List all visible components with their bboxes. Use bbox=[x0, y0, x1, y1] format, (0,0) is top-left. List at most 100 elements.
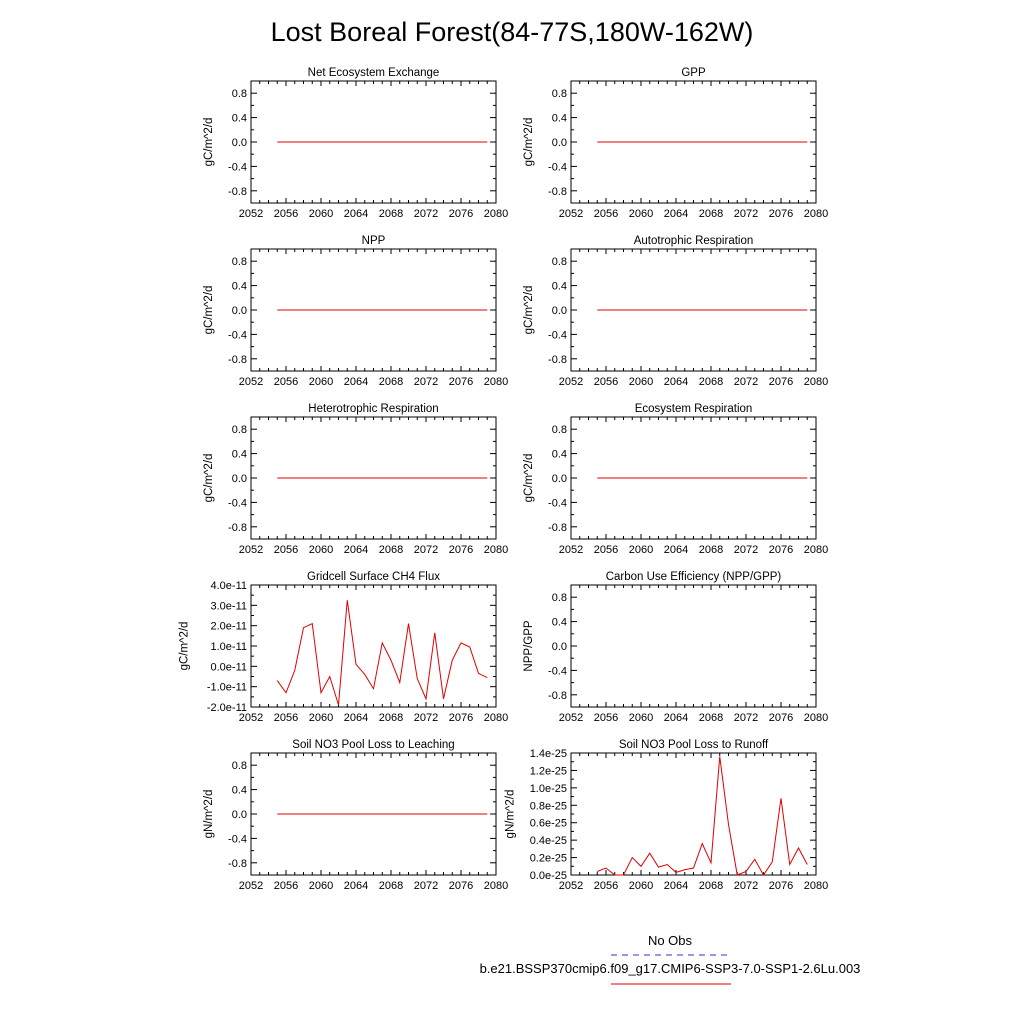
y-tick-label: 0.8 bbox=[232, 424, 247, 436]
x-tick-label: 2076 bbox=[769, 880, 793, 892]
x-tick-label: 2064 bbox=[664, 544, 688, 556]
y-tick-label: 0.0 bbox=[232, 137, 247, 149]
panel-net-ecosystem-exchange: Net Ecosystem Exchange 2052 2056 2060 2064 20… bbox=[203, 67, 508, 220]
x-tick-label: 2056 bbox=[594, 376, 618, 388]
x-tick-label: 2076 bbox=[449, 376, 473, 388]
x-tick-label: 2072 bbox=[734, 376, 758, 388]
y-tick-label: -0.8 bbox=[548, 354, 567, 366]
panel-ecosystem-respiration: Ecosystem Respiration 2052 2056 2060 2064 206… bbox=[523, 403, 828, 556]
y-tick-label: 0.0 bbox=[552, 137, 567, 149]
y-axis-label: NPP/GPP bbox=[523, 620, 535, 671]
x-tick-label: 2072 bbox=[414, 712, 438, 724]
y-tick-label: 0.0 bbox=[552, 641, 567, 653]
x-tick-label: 2064 bbox=[344, 376, 368, 388]
x-tick-label: 2068 bbox=[379, 880, 403, 892]
y-tick-label: -0.4 bbox=[228, 329, 247, 341]
x-tick-label: 2068 bbox=[699, 712, 723, 724]
y-tick-label: 0.0 bbox=[552, 305, 567, 317]
panels-group: Net Ecosystem Exchange 2052 2056 2060 2064 20… bbox=[178, 67, 828, 892]
x-tick-label: 2076 bbox=[769, 208, 793, 220]
y-tick-label: -0.4 bbox=[548, 161, 567, 173]
x-tick-label: 2064 bbox=[664, 712, 688, 724]
x-tick-label: 2052 bbox=[239, 712, 263, 724]
x-tick-label: 2068 bbox=[699, 544, 723, 556]
x-tick-label: 2080 bbox=[804, 376, 828, 388]
x-tick-label: 2072 bbox=[414, 208, 438, 220]
y-tick-label: 0.8 bbox=[232, 760, 247, 772]
panel-title: Soil NO3 Pool Loss to Runoff bbox=[619, 739, 769, 751]
panel-title: GPP bbox=[681, 67, 706, 79]
y-tick-label: 0.4 bbox=[232, 113, 247, 125]
y-axis-label: gN/m^2/d bbox=[505, 790, 517, 839]
x-tick-label: 2080 bbox=[804, 208, 828, 220]
y-axis-label: gC/m^2/d bbox=[203, 286, 215, 335]
y-tick-label: 0.8 bbox=[552, 592, 567, 604]
x-tick-label: 2068 bbox=[379, 544, 403, 556]
x-tick-label: 2060 bbox=[629, 208, 653, 220]
x-tick-label: 2064 bbox=[664, 376, 688, 388]
y-tick-label: -0.4 bbox=[548, 665, 567, 677]
x-tick-label: 2068 bbox=[699, 880, 723, 892]
panel-title: Carbon Use Efficiency (NPP/GPP) bbox=[606, 571, 782, 583]
y-tick-label: 0.4e-25 bbox=[530, 835, 567, 847]
x-tick-label: 2052 bbox=[239, 880, 263, 892]
y-tick-label: 0.4 bbox=[552, 113, 567, 125]
panel-autotrophic-respiration: Autotrophic Respiration 2052 2056 2060 2064 2… bbox=[523, 235, 828, 388]
panel-title: Heterotrophic Respiration bbox=[308, 403, 438, 415]
y-tick-label: 3.0e-11 bbox=[211, 600, 248, 612]
y-axis-label: gC/m^2/d bbox=[523, 286, 535, 335]
series-line bbox=[276, 600, 488, 706]
x-tick-label: 2080 bbox=[484, 880, 508, 892]
x-tick-label: 2052 bbox=[559, 712, 583, 724]
x-tick-label: 2056 bbox=[594, 880, 618, 892]
x-tick-label: 2080 bbox=[484, 208, 508, 220]
panel-npp: NPP 2052 2056 2060 2064 2068 2072 2076 2080 0.8 0.… bbox=[203, 235, 508, 388]
x-tick-label: 2060 bbox=[309, 712, 333, 724]
panel-title: Autotrophic Respiration bbox=[634, 235, 754, 247]
x-tick-label: 2064 bbox=[664, 880, 688, 892]
x-tick-label: 2080 bbox=[484, 376, 508, 388]
x-tick-label: 2056 bbox=[274, 376, 298, 388]
x-tick-label: 2072 bbox=[734, 712, 758, 724]
y-axis-label: gC/m^2/d bbox=[178, 622, 190, 671]
panel-carbon-use-efficiency-npp-gpp: Carbon Use Efficiency (NPP/GPP) 2052 2056 2… bbox=[523, 571, 828, 724]
x-tick-label: 2060 bbox=[629, 880, 653, 892]
x-tick-label: 2060 bbox=[629, 712, 653, 724]
y-tick-label: -0.4 bbox=[228, 161, 247, 173]
y-tick-label: -0.8 bbox=[548, 186, 567, 198]
x-tick-label: 2076 bbox=[449, 712, 473, 724]
figure-title: Lost Boreal Forest(84-77S,180W-162W) bbox=[271, 17, 754, 47]
plot-frame bbox=[570, 584, 817, 708]
y-tick-label: 0.4 bbox=[552, 281, 567, 293]
x-tick-label: 2064 bbox=[344, 712, 368, 724]
y-tick-label: 0.8e-25 bbox=[530, 800, 567, 812]
y-axis-label: gC/m^2/d bbox=[203, 454, 215, 503]
panel-title: Ecosystem Respiration bbox=[635, 403, 753, 415]
y-tick-label: 2.0e-11 bbox=[211, 621, 248, 633]
x-tick-label: 2072 bbox=[734, 880, 758, 892]
x-tick-label: 2076 bbox=[769, 544, 793, 556]
x-tick-label: 2072 bbox=[414, 376, 438, 388]
x-tick-label: 2052 bbox=[559, 880, 583, 892]
y-axis-label: gN/m^2/d bbox=[203, 790, 215, 839]
y-tick-label: 0.4 bbox=[232, 281, 247, 293]
x-tick-label: 2052 bbox=[559, 544, 583, 556]
y-tick-label: -0.4 bbox=[228, 833, 247, 845]
y-tick-label: 0.0 bbox=[232, 305, 247, 317]
x-tick-label: 2060 bbox=[629, 544, 653, 556]
x-tick-label: 2064 bbox=[344, 880, 368, 892]
y-tick-label: 0.8 bbox=[232, 88, 247, 100]
y-tick-label: 1.4e-25 bbox=[530, 748, 567, 760]
x-tick-label: 2076 bbox=[769, 376, 793, 388]
x-tick-label: 2052 bbox=[239, 376, 263, 388]
x-tick-label: 2060 bbox=[629, 376, 653, 388]
x-tick-label: 2056 bbox=[274, 544, 298, 556]
y-tick-label: 0.0e-25 bbox=[530, 870, 567, 882]
x-tick-label: 2052 bbox=[239, 544, 263, 556]
x-tick-label: 2056 bbox=[594, 712, 618, 724]
y-axis-label: gC/m^2/d bbox=[203, 118, 215, 167]
x-tick-label: 2076 bbox=[449, 880, 473, 892]
x-tick-label: 2076 bbox=[769, 712, 793, 724]
x-tick-label: 2072 bbox=[734, 208, 758, 220]
